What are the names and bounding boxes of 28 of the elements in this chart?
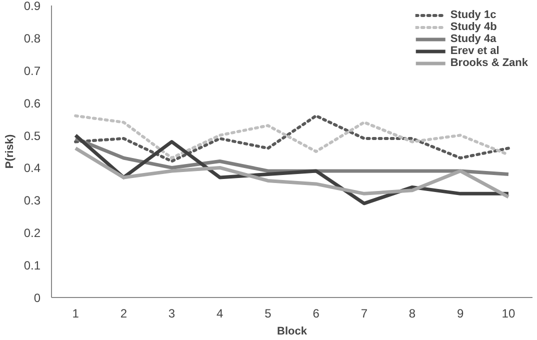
x-axis-title: Block — [277, 326, 308, 338]
y-tick-label: 0.1 — [24, 258, 41, 273]
x-tick-label: 3 — [168, 306, 176, 320]
x-tick-label: 6 — [312, 306, 320, 320]
x-tick-label: 4 — [216, 306, 224, 320]
y-tick-label: 0.6 — [24, 96, 41, 110]
y-tick-label: 0.3 — [24, 194, 41, 208]
y-tick-label: 0.8 — [24, 31, 41, 46]
y-tick-label: 0.4 — [24, 161, 41, 176]
x-tick-label: 7 — [360, 306, 368, 320]
y-tick-label: 0.5 — [24, 128, 41, 143]
y-tick-label: 0.7 — [24, 64, 41, 78]
legend-label: Brooks & Zank — [450, 57, 528, 69]
x-tick-label: 10 — [502, 306, 516, 320]
line-series — [74, 146, 510, 199]
y-tick-label: 0.9 — [24, 0, 41, 13]
y-tick-label: 0 — [34, 291, 41, 305]
x-tick-label: 1 — [72, 306, 80, 320]
legend-label: Study 4b — [450, 21, 497, 33]
x-tick-label: 8 — [408, 306, 416, 320]
y-axis-title: P(risk) — [4, 134, 16, 169]
y-tick-label: 0.2 — [24, 226, 41, 240]
x-tick-label: 2 — [120, 306, 128, 320]
legend-label: Study 4a — [450, 33, 496, 45]
x-tick-label: 9 — [457, 306, 464, 320]
legend-label: Study 1c — [450, 9, 496, 21]
x-tick-label: 5 — [264, 306, 272, 320]
legend-label: Erev et al — [450, 45, 500, 57]
